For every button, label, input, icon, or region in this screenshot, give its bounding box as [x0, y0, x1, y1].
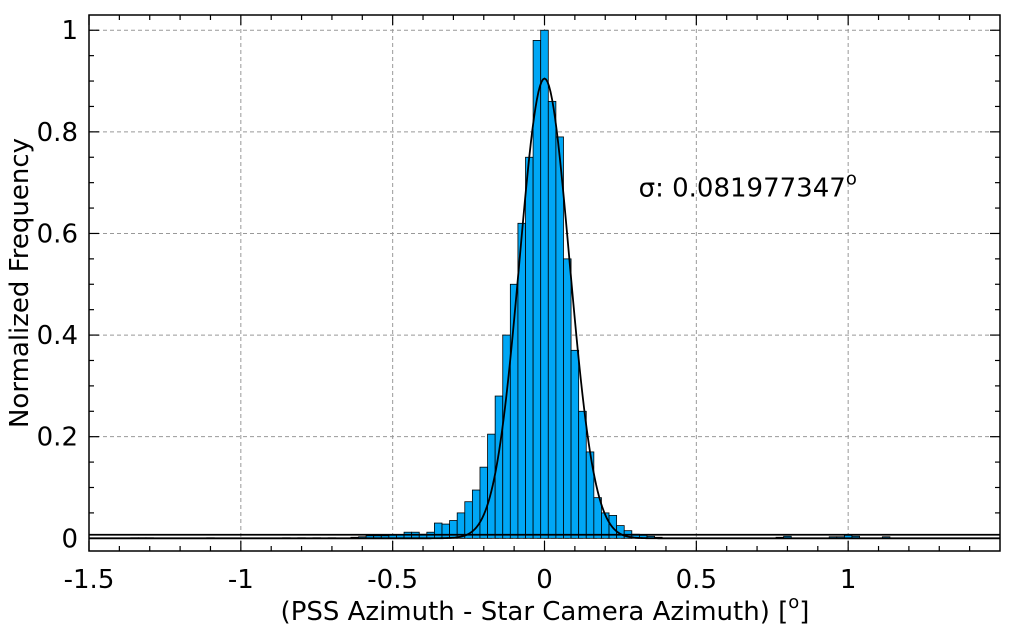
histogram-bar — [540, 29, 549, 539]
sigma-annotation-text: σ: 0.081977347 — [639, 174, 846, 204]
x-tick-label: -1.5 — [64, 565, 115, 595]
fit-curve-line — [89, 77, 1000, 540]
x-axis-label-degree: o — [788, 592, 799, 613]
y-tick-label: 0.2 — [37, 423, 78, 453]
histogram-bars — [130, 29, 891, 539]
y-tick-label: 0 — [61, 524, 78, 554]
histogram-bar — [441, 523, 451, 539]
x-axis-label-close: ] — [799, 597, 809, 627]
gaussian-fit — [89, 77, 1000, 540]
sigma-annotation: σ: 0.081977347o — [639, 169, 857, 204]
x-tick-label: -1 — [228, 565, 254, 595]
x-tick-label: 0 — [536, 565, 553, 595]
x-tick-label: 1 — [840, 565, 857, 595]
histogram-bar — [563, 258, 572, 539]
x-tick-labels: -1.5 -1 -0.5 0 0.5 1 — [64, 565, 857, 595]
histogram-bar — [487, 433, 496, 539]
histogram-bar — [570, 349, 580, 539]
histogram-bar — [479, 466, 488, 539]
x-axis-label-text: (PSS Azimuth - Star Camera Azimuth) [ — [281, 597, 789, 627]
histogram-bar — [434, 522, 443, 539]
histogram-bar — [555, 136, 564, 539]
sigma-annotation-degree: o — [846, 169, 857, 190]
x-tick-label: 0.5 — [676, 565, 717, 595]
x-tick-label: -0.5 — [367, 565, 418, 595]
y-tick-label: 0.6 — [37, 219, 78, 249]
histogram-bar — [547, 100, 557, 539]
x-axis-label: (PSS Azimuth - Star Camera Azimuth) [o] — [281, 592, 810, 627]
y-tick-labels: 0 0.2 0.4 0.6 0.8 1 — [37, 16, 78, 554]
axis-ticks — [88, 15, 1000, 551]
y-axis-label: Normalized Frequency — [5, 138, 35, 428]
y-tick-label: 0.8 — [37, 118, 78, 148]
histogram-bar — [578, 410, 587, 539]
histogram-bar — [525, 156, 534, 539]
y-tick-label: 1 — [61, 16, 78, 46]
y-tick-label: 0.4 — [37, 321, 78, 351]
